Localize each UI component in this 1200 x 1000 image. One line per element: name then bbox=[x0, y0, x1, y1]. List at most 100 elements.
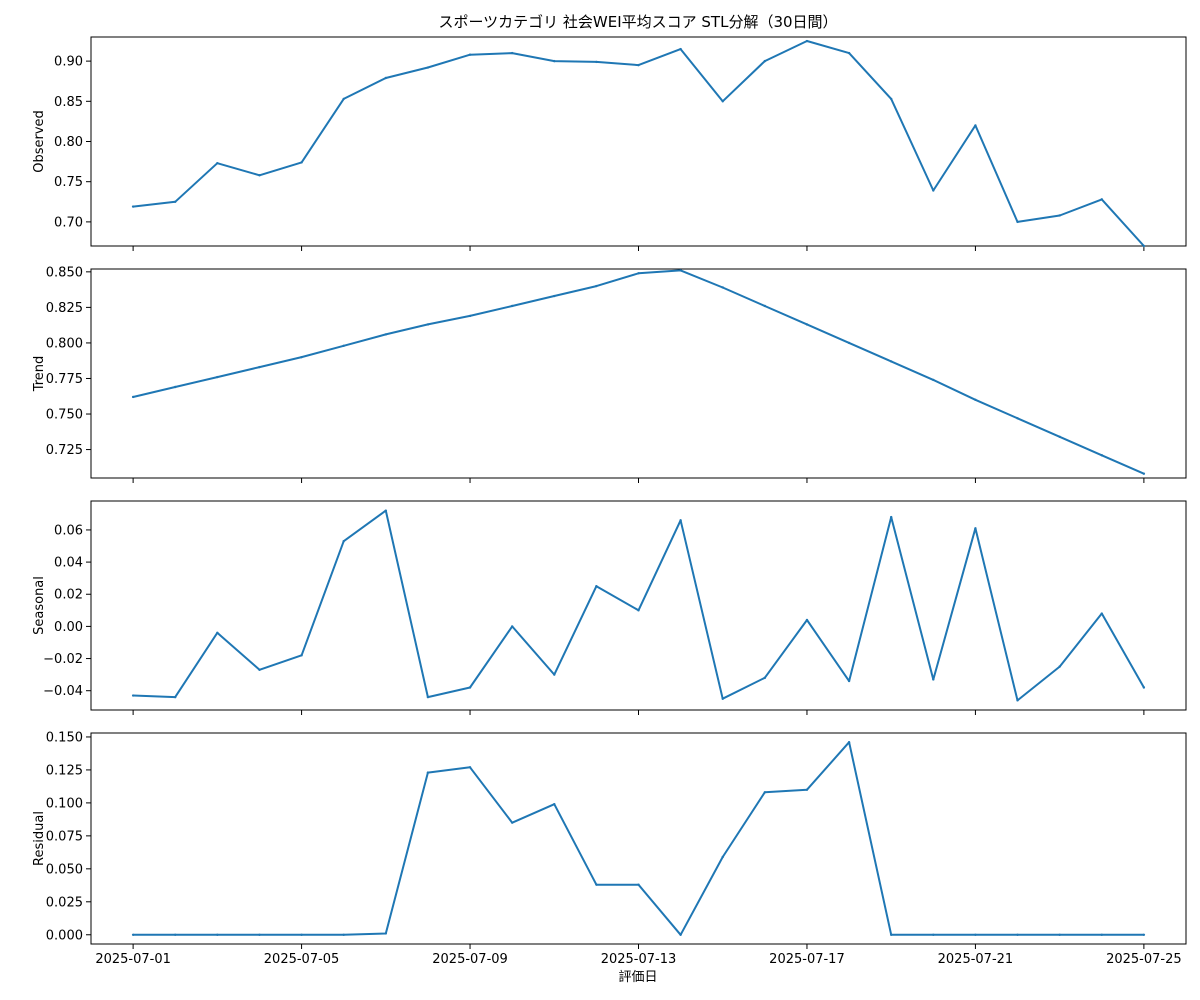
data-point bbox=[1142, 244, 1146, 248]
data-point bbox=[805, 788, 809, 791]
data-point bbox=[679, 933, 682, 936]
data-point bbox=[889, 97, 893, 101]
data-point bbox=[553, 59, 556, 63]
data-point bbox=[342, 539, 345, 543]
data-point bbox=[174, 933, 177, 936]
series-line-trend bbox=[132, 269, 1145, 475]
data-point bbox=[510, 625, 514, 628]
data-point bbox=[763, 59, 767, 63]
data-point bbox=[1016, 933, 1019, 936]
data-point bbox=[637, 63, 640, 67]
data-point bbox=[468, 53, 472, 56]
data-point bbox=[679, 519, 682, 522]
data-point bbox=[763, 791, 767, 794]
series-line-observed bbox=[132, 40, 1145, 247]
data-point bbox=[1058, 435, 1061, 438]
plot-frame bbox=[90, 268, 1187, 479]
data-point bbox=[384, 333, 388, 336]
data-point bbox=[1100, 454, 1103, 457]
y-tick-label: 0.85 bbox=[54, 95, 83, 110]
data-point bbox=[763, 676, 767, 680]
y-tick-label: −0.02 bbox=[43, 652, 83, 667]
data-point bbox=[342, 933, 345, 936]
panel-residual: 0.000 0.025 0.050 0.075 0.100 0.125 0.150 Resid… bbox=[32, 730, 1187, 949]
data-point bbox=[1142, 933, 1146, 936]
data-point bbox=[1016, 220, 1019, 224]
data-point bbox=[131, 395, 135, 399]
chart-title: スポーツカテゴリ 社会WEI平均スコア STL分解（30日間） bbox=[438, 13, 837, 31]
data-point bbox=[1100, 933, 1103, 936]
data-point bbox=[384, 76, 388, 80]
y-axis-label: Seasonal bbox=[32, 576, 47, 635]
y-tick-label: 0.125 bbox=[46, 763, 83, 778]
x-tick-label: 2025-07-09 bbox=[432, 952, 508, 967]
y-tick-label: 0.90 bbox=[54, 55, 83, 70]
data-point bbox=[300, 933, 303, 936]
x-axis: 2025-07-01 2025-07-05 2025-07-09 2025-07-13… bbox=[95, 952, 1181, 967]
data-point bbox=[131, 205, 135, 208]
y-tick-label: 0.075 bbox=[46, 829, 83, 844]
data-point bbox=[595, 60, 598, 64]
data-point bbox=[932, 378, 935, 382]
data-point bbox=[932, 678, 935, 681]
data-point bbox=[510, 821, 514, 824]
y-tick-label: 0.06 bbox=[54, 523, 83, 538]
y-tick-label: 0.725 bbox=[46, 443, 83, 458]
data-point bbox=[932, 933, 935, 936]
data-point bbox=[131, 694, 135, 697]
data-point bbox=[679, 269, 682, 272]
data-point bbox=[721, 100, 724, 103]
data-point bbox=[974, 933, 977, 936]
data-point bbox=[1100, 198, 1103, 201]
data-point bbox=[889, 933, 893, 936]
data-point bbox=[300, 161, 303, 164]
data-point bbox=[510, 304, 514, 308]
series-line-seasonal bbox=[133, 509, 1145, 702]
y-tick-label: 0.70 bbox=[54, 215, 83, 230]
data-point bbox=[131, 933, 135, 936]
data-point bbox=[679, 47, 682, 51]
data-point bbox=[216, 375, 219, 379]
data-point bbox=[595, 585, 598, 588]
data-point bbox=[637, 609, 640, 612]
data-point bbox=[510, 51, 514, 55]
data-point bbox=[216, 631, 219, 635]
data-point bbox=[174, 385, 177, 389]
y-tick-label: 0.750 bbox=[46, 408, 83, 423]
y-tick-label: 0.80 bbox=[54, 135, 83, 150]
data-point bbox=[805, 39, 809, 43]
y-tick-label: 0.04 bbox=[54, 556, 83, 571]
y-tick-label: 0.75 bbox=[54, 175, 83, 190]
series-line-residual bbox=[133, 741, 1144, 936]
y-tick-label: 0.100 bbox=[46, 796, 83, 811]
data-point bbox=[426, 66, 430, 69]
data-point bbox=[426, 323, 430, 326]
x-tick-label: 2025-07-21 bbox=[938, 952, 1014, 967]
data-point bbox=[721, 855, 724, 859]
data-point bbox=[1142, 472, 1146, 475]
y-axis-label: Observed bbox=[32, 110, 47, 173]
data-point bbox=[174, 695, 177, 699]
x-tick-label: 2025-07-17 bbox=[769, 952, 845, 967]
data-point bbox=[889, 515, 893, 519]
data-point bbox=[721, 286, 724, 289]
y-tick-label: 0.00 bbox=[54, 620, 83, 635]
y-tick-label: 0.850 bbox=[46, 265, 83, 280]
data-point bbox=[300, 654, 303, 657]
data-point bbox=[553, 673, 556, 676]
data-point bbox=[1058, 214, 1061, 217]
data-point bbox=[426, 695, 430, 699]
y-tick-label: 0.150 bbox=[46, 730, 83, 745]
data-point bbox=[553, 803, 556, 806]
data-point bbox=[553, 294, 556, 298]
data-point bbox=[216, 933, 219, 936]
data-point bbox=[1100, 612, 1103, 615]
data-point bbox=[342, 344, 345, 347]
data-point bbox=[426, 771, 430, 774]
plot-frame bbox=[90, 36, 1187, 247]
data-point bbox=[384, 932, 388, 935]
data-point bbox=[805, 618, 809, 622]
y-axis-label: Residual bbox=[32, 811, 47, 866]
x-tick-label: 2025-07-25 bbox=[1106, 952, 1182, 967]
